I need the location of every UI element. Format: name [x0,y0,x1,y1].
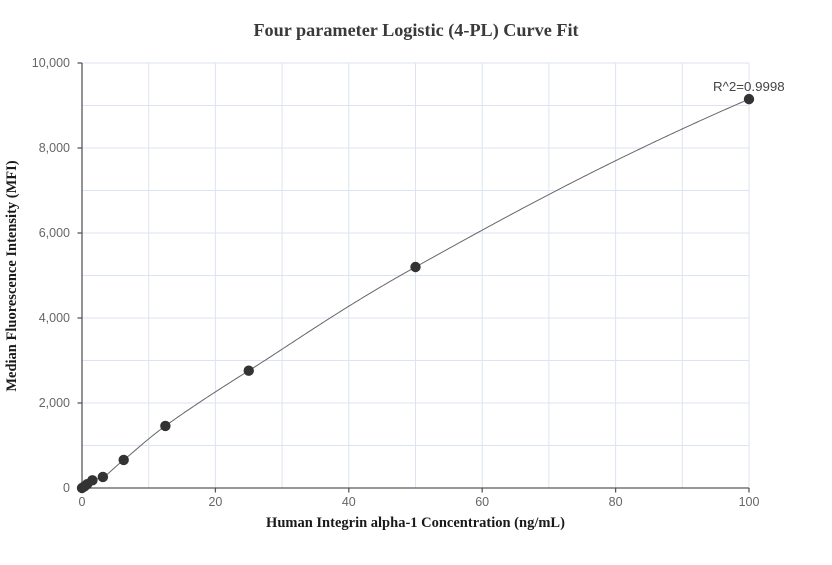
svg-text:100: 100 [739,495,760,509]
svg-text:2,000: 2,000 [39,396,70,410]
svg-text:8,000: 8,000 [39,141,70,155]
svg-text:4,000: 4,000 [39,311,70,325]
svg-text:20: 20 [208,495,222,509]
svg-text:0: 0 [79,495,86,509]
svg-text:10,000: 10,000 [32,56,70,70]
svg-text:60: 60 [475,495,489,509]
svg-text:80: 80 [609,495,623,509]
svg-text:6,000: 6,000 [39,226,70,240]
svg-text:40: 40 [342,495,356,509]
svg-text:0: 0 [63,481,70,495]
